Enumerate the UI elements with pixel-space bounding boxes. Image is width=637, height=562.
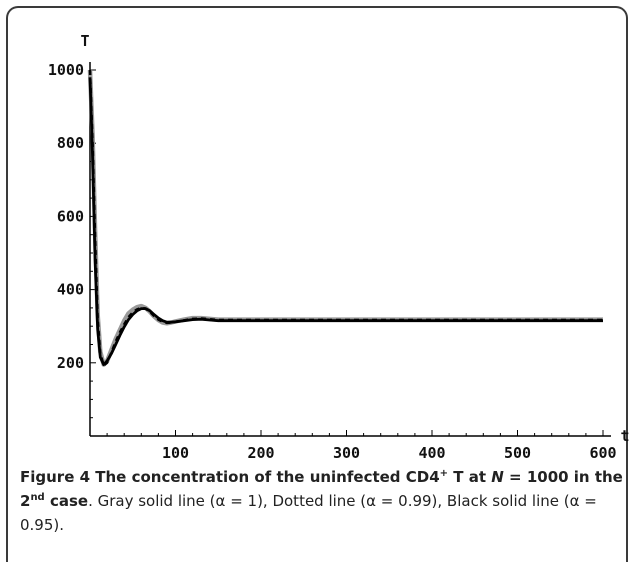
y-tick-label: 1000 (48, 61, 84, 79)
y-tick-label: 600 (57, 207, 84, 225)
y-tick-label: 200 (57, 354, 84, 372)
figure-caption: Figure 4 The concentration of the uninfe… (20, 465, 624, 537)
series-line-black-solid (88, 77, 603, 367)
x-tick-label: 400 (418, 444, 445, 462)
x-tick-label: 300 (333, 444, 360, 462)
y-tick-label: 400 (57, 281, 84, 299)
x-tick-label: 100 (162, 444, 189, 462)
x-tick-label: 500 (504, 444, 531, 462)
line-chart: 100 200 300 400 500 600 200 400 600 800 1000 Tt (48, 32, 630, 462)
y-axis-label: T (80, 32, 89, 50)
figure-frame (6, 6, 628, 562)
caption-lead: Figure 4 The concentration of the uninfe… (20, 468, 623, 510)
y-tick-label: 800 (57, 134, 84, 152)
axes (89, 62, 611, 437)
series-layer (87, 69, 603, 367)
x-tick-label: 600 (589, 444, 616, 462)
x-tick-label: 200 (247, 444, 274, 462)
x-axis-label: t (620, 427, 629, 445)
tick-labels: 100 200 300 400 500 600 200 400 600 800 1000 Tt (48, 32, 630, 462)
caption-text: . Gray solid line (α = 1), Dotted line (… (20, 492, 597, 534)
